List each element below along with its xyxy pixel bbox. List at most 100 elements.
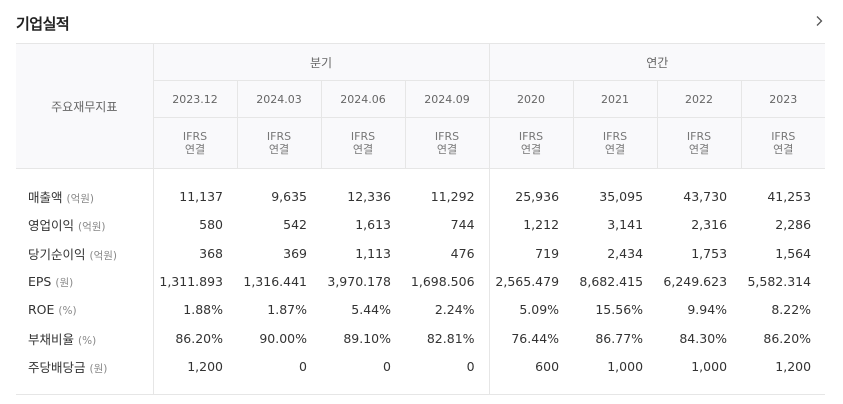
basis-line-ifrs: IFRS	[434, 130, 460, 143]
table-cell: 5,582.314	[747, 274, 812, 290]
table-cell: 580	[152, 210, 237, 240]
table-cell: 9.94%	[687, 302, 728, 318]
table-cell: 86.20%	[763, 330, 812, 346]
table-cell: 3,141	[607, 217, 644, 233]
table-cell: 1,113	[355, 245, 391, 261]
table-cell: 11,292	[430, 189, 475, 205]
metric-label: 영업이익 (억원)	[16, 211, 153, 239]
metric-name: EPS	[28, 273, 52, 289]
table-cell: 0	[383, 358, 391, 374]
table-cell: 1,200	[775, 358, 812, 374]
table-cell: 476	[450, 245, 475, 261]
table-cell: 1,753	[691, 245, 728, 261]
table-cell: 1,698.506	[410, 274, 475, 290]
period-header: 2024.06	[320, 80, 405, 118]
period-header: 2023	[740, 80, 826, 118]
metric-unit: (억원)	[89, 249, 118, 262]
basis-line-ifrs: IFRS	[182, 130, 208, 143]
basis-line-consolidated: 연결	[688, 143, 710, 156]
table-row: 당기순이익 (억원) 368 369 1,113 476 719 2,434 1,753 1,5…	[16, 239, 825, 268]
table-cell: 2.24%	[434, 302, 475, 318]
basis-header: IFRS 연결	[572, 117, 658, 169]
table-cell: 1,000	[607, 358, 644, 374]
table-cell: 25,936	[488, 182, 574, 211]
basis-line-consolidated: 연결	[436, 143, 458, 156]
table-cell: 1,311.893	[152, 267, 237, 296]
table-row: 부채비율 (%) 86.20% 90.00% 89.10% 82.81% 76.44% 86…	[16, 323, 825, 353]
basis-line-consolidated: 연결	[773, 143, 794, 156]
metric-unit: (원)	[55, 276, 74, 289]
table-cell: 1.87%	[267, 302, 307, 318]
section-header: 기업실적	[0, 0, 843, 44]
metric-name: 당기순이익	[28, 246, 86, 262]
table-cell: 2,316	[691, 217, 728, 233]
table-cell: 2,434	[607, 245, 644, 261]
metric-name: 매출액	[28, 190, 63, 206]
table-cell: 8,682.415	[579, 274, 644, 290]
table-row: EPS (원) 1,311.893 1,316.441 3,970.178 1,698.…	[16, 267, 825, 296]
table-cell: 9,635	[271, 189, 307, 205]
table-cell: 86.20%	[152, 323, 237, 353]
financial-table: 주요재무지표 분기 연간 2023.12 2024.03 2024.06 2024.0…	[16, 43, 826, 396]
basis-header: IFRS 연결	[236, 117, 321, 169]
period-header: 2021	[572, 80, 658, 118]
table-cell: 11,137	[152, 182, 237, 211]
table-cell: 90.00%	[259, 330, 307, 346]
table-cell: 2,565.479	[488, 267, 574, 296]
metric-unit: (%)	[58, 305, 77, 318]
metric-label: 주당배당금 (원)	[16, 352, 153, 380]
period-header: 2020	[488, 80, 574, 118]
period-header: 2024.09	[404, 80, 490, 118]
table-cell: 1,613	[355, 217, 391, 233]
table-cell: 1,000	[691, 358, 728, 374]
metric-label: 매출액 (억원)	[16, 183, 153, 211]
table-cell: 719	[488, 239, 574, 268]
table-row: 주당배당금 (원) 1,200 0 0 0 600 1,000 1,000 1,200	[16, 352, 825, 381]
basis-header: IFRS 연결	[656, 117, 742, 169]
basis-line-consolidated: 연결	[352, 143, 374, 156]
metric-label: ROE (%)	[16, 296, 153, 324]
metric-name: ROE	[28, 302, 55, 318]
table-cell: 8.22%	[771, 302, 812, 318]
basis-line-ifrs: IFRS	[350, 130, 376, 143]
basis-header: IFRS 연결	[320, 117, 405, 169]
table-cell: 35,095	[599, 189, 644, 205]
table-cell: 86.77%	[595, 330, 644, 346]
basis-header: IFRS 연결	[488, 117, 574, 169]
table-row: 매출액 (억원) 11,137 9,635 12,336 11,292 25,936 35,…	[16, 182, 825, 211]
table-cell: 2,286	[775, 217, 812, 233]
metric-label: 부채비율 (%)	[16, 324, 153, 352]
basis-line-consolidated: 연결	[604, 143, 626, 156]
table-cell: 1,564	[775, 245, 812, 261]
period-header: 2022	[656, 80, 742, 118]
table-cell: 82.81%	[426, 330, 475, 346]
table-cell: 89.10%	[343, 330, 391, 346]
basis-line-ifrs: IFRS	[771, 130, 796, 143]
basis-header: IFRS 연결	[740, 117, 826, 169]
basis-header-row: IFRS 연결 IFRS 연결 IFRS 연결 IFRS 연결 IFRS 연결 IFRS 연결 IFRS…	[16, 117, 826, 169]
table-body: 매출액 (억원) 11,137 9,635 12,336 11,292 25,936 35,…	[16, 168, 826, 396]
table-cell: 15.56%	[595, 302, 644, 318]
period-header-row: 2023.12 2024.03 2024.06 2024.09 2020 2021 2022…	[16, 80, 826, 118]
table-cell: 600	[488, 352, 574, 381]
table-cell: 368	[152, 239, 237, 268]
table-cell: 1.88%	[152, 295, 237, 324]
metric-label: 당기순이익 (억원)	[16, 239, 153, 267]
table-cell: 1,212	[488, 210, 574, 240]
table-cell: 0	[299, 358, 307, 374]
table-cell: 542	[283, 217, 307, 233]
metric-name: 주당배당금	[28, 359, 86, 375]
metric-name: 부채비율	[28, 331, 75, 347]
period-header: 2023.12	[152, 80, 237, 118]
metric-unit: (원)	[89, 362, 108, 375]
table-cell: 84.30%	[679, 330, 728, 346]
table-header: 주요재무지표 분기 연간 2023.12 2024.03 2024.06 2024.0…	[16, 43, 826, 169]
table-cell: 744	[450, 217, 475, 233]
metric-label: EPS (원)	[16, 267, 153, 295]
table-cell: 43,730	[683, 189, 728, 205]
group-header-quarter: 분기	[152, 43, 490, 81]
basis-header: IFRS 연결	[152, 117, 237, 169]
table-cell: 5.44%	[351, 302, 391, 318]
chevron-right-icon[interactable]	[813, 15, 825, 27]
table-cell: 12,336	[347, 189, 391, 205]
